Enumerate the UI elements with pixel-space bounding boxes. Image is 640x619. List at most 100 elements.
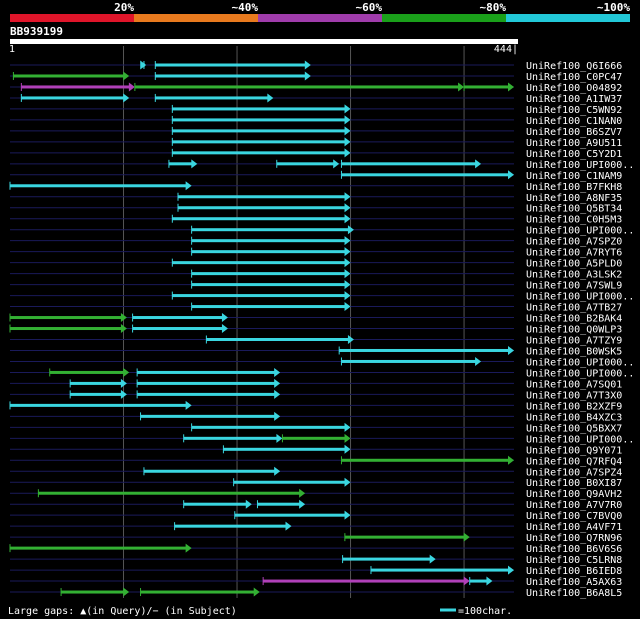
hit-label[interactable]: UniRef100_A7TB27 xyxy=(526,303,622,314)
hit-label[interactable]: UniRef100_A7SQ01 xyxy=(526,379,622,390)
hit-label[interactable]: UniRef100_C5LRN8 xyxy=(526,555,622,566)
hit-row[interactable]: UniRef100_A7T3X0 xyxy=(10,389,622,402)
hit-row[interactable]: UniRef100_B2BAK4 xyxy=(9,313,622,325)
hit-row[interactable]: UniRef100_A7V7R0 xyxy=(10,499,622,512)
hit-row[interactable]: UniRef100_Q6I666 xyxy=(10,60,622,73)
hit-label[interactable]: UniRef100_A1IW37 xyxy=(526,94,622,105)
hit-row[interactable]: UniRef100_A7RYT6 xyxy=(10,247,622,259)
hit-label[interactable]: UniRef100_C1NAN0 xyxy=(526,116,622,127)
hit-row[interactable]: UniRef100_Q9Y071 xyxy=(10,444,622,457)
hit-row[interactable]: UniRef100_UPI000.. xyxy=(10,225,634,237)
hit-label[interactable]: UniRef100_C1NAM9 xyxy=(526,171,622,182)
hit-row[interactable]: UniRef100_A7TZY9 xyxy=(10,335,622,347)
hit-label[interactable]: UniRef100_B2XZF9 xyxy=(526,401,622,412)
hit-label[interactable]: UniRef100_A7SPZ4 xyxy=(526,467,622,478)
hit-row[interactable]: UniRef100_C5Y2D1 xyxy=(10,148,622,160)
hit-label[interactable]: UniRef100_A5AX63 xyxy=(526,577,622,588)
hit-row[interactable]: UniRef100_C0H5M3 xyxy=(10,214,622,226)
hit-row[interactable]: UniRef100_Q7RFQ4 xyxy=(10,455,622,468)
hit-label[interactable]: UniRef100_C5WN92 xyxy=(526,105,622,116)
hit-label[interactable]: UniRef100_Q5BXX7 xyxy=(526,423,622,434)
hit-row[interactable]: UniRef100_Q5BT34 xyxy=(10,203,622,215)
hit-label[interactable]: UniRef100_A7T3X0 xyxy=(526,390,622,401)
hit-row[interactable]: UniRef100_UPI000.. xyxy=(10,367,634,380)
hit-label[interactable]: UniRef100_A5PLD0 xyxy=(526,259,622,270)
hit-label[interactable]: UniRef100_B0XI87 xyxy=(526,478,622,489)
hit-label[interactable]: UniRef100_A7TZY9 xyxy=(526,336,622,347)
hit-label[interactable]: UniRef100_UPI000.. xyxy=(526,434,634,445)
hit-label[interactable]: UniRef100_B6A8L5 xyxy=(526,588,622,599)
hit-row[interactable]: UniRef100_Q5BXX7 xyxy=(10,422,622,435)
hit-label[interactable]: UniRef100_C0H5M3 xyxy=(526,215,622,226)
hit-row[interactable]: UniRef100_A7SWL9 xyxy=(10,280,622,292)
hit-label[interactable]: UniRef100_Q7RFQ4 xyxy=(526,456,622,467)
hit-row[interactable]: UniRef100_C1NAN0 xyxy=(10,115,622,127)
hit-row[interactable]: UniRef100_A3LSK2 xyxy=(10,269,622,281)
hit-row[interactable]: UniRef100_B7FKH8 xyxy=(9,181,622,193)
hit-label[interactable]: UniRef100_C5Y2D1 xyxy=(526,149,622,160)
hit-row[interactable]: UniRef100_B0XI87 xyxy=(10,477,622,490)
hit-row[interactable]: UniRef100_A5PLD0 xyxy=(10,258,622,270)
hit-row[interactable]: UniRef100_UPI000.. xyxy=(10,159,634,171)
hit-label[interactable]: UniRef100_A7SWL9 xyxy=(526,281,622,292)
hit-row[interactable]: UniRef100_O04892 xyxy=(10,82,622,94)
hit-label[interactable]: UniRef100_A8NF35 xyxy=(526,193,622,204)
hit-label[interactable]: UniRef100_UPI000.. xyxy=(526,368,634,379)
hit-label[interactable]: UniRef100_C0PC47 xyxy=(526,72,622,83)
hit-row[interactable]: UniRef100_B2XZF9 xyxy=(9,400,622,413)
hit-row[interactable]: UniRef100_B6SZV7 xyxy=(10,126,622,138)
hit-label[interactable]: UniRef100_Q0WLP3 xyxy=(526,325,622,336)
hit-label[interactable]: UniRef100_A9U511 xyxy=(526,138,622,149)
hit-row[interactable]: UniRef100_Q0WLP3 xyxy=(9,324,622,336)
hit-label[interactable]: UniRef100_Q9Y071 xyxy=(526,445,622,456)
hit-label[interactable]: UniRef100_A7SPZ0 xyxy=(526,237,622,248)
hit-row[interactable]: UniRef100_B6A8L5 xyxy=(10,587,622,600)
hit-row[interactable]: UniRef100_A7TB27 xyxy=(10,302,622,314)
hit-row[interactable]: UniRef100_UPI000.. xyxy=(10,291,634,303)
hit-row[interactable]: UniRef100_UPI000.. xyxy=(10,433,634,446)
hit-row[interactable]: UniRef100_B4XZC3 xyxy=(10,411,622,424)
hit-row[interactable]: UniRef100_A1IW37 xyxy=(10,93,622,105)
hit-label[interactable]: UniRef100_B4XZC3 xyxy=(526,412,622,423)
hit-row[interactable]: UniRef100_UPI000.. xyxy=(10,356,634,369)
hit-segment xyxy=(191,250,346,254)
hit-row[interactable]: UniRef100_C7BVQ0 xyxy=(10,510,622,523)
hit-segment-arrow xyxy=(344,214,351,224)
hit-row[interactable]: UniRef100_C5WN92 xyxy=(10,104,622,116)
hit-row[interactable]: UniRef100_A7SPZ4 xyxy=(10,466,622,479)
hit-label[interactable]: UniRef100_Q9AVH2 xyxy=(526,489,622,500)
hit-row[interactable]: UniRef100_A9U511 xyxy=(10,137,622,149)
hit-label[interactable]: UniRef100_B6SZV7 xyxy=(526,127,622,138)
hit-row[interactable]: UniRef100_A5AX63 xyxy=(10,576,622,589)
hit-label[interactable]: UniRef100_B0WSK5 xyxy=(526,346,622,357)
hit-label[interactable]: UniRef100_O04892 xyxy=(526,83,622,94)
hit-row[interactable]: UniRef100_B6V6S6 xyxy=(9,543,622,556)
hit-label[interactable]: UniRef100_A3LSK2 xyxy=(526,270,622,281)
hit-label[interactable]: UniRef100_B6IED8 xyxy=(526,566,622,577)
hit-row[interactable]: UniRef100_Q9AVH2 xyxy=(10,488,622,501)
hit-row[interactable]: UniRef100_B0WSK5 xyxy=(10,345,622,358)
hit-label[interactable]: UniRef100_UPI000.. xyxy=(526,160,634,171)
hit-label[interactable]: UniRef100_B7FKH8 xyxy=(526,182,622,193)
hit-row[interactable]: UniRef100_C5LRN8 xyxy=(10,554,622,567)
hit-label[interactable]: UniRef100_A4VF71 xyxy=(526,522,622,533)
hit-label[interactable]: UniRef100_Q7RN96 xyxy=(526,533,622,544)
hit-row[interactable]: UniRef100_A7SQ01 xyxy=(10,378,622,391)
hit-label[interactable]: UniRef100_UPI000.. xyxy=(526,357,634,368)
hit-label[interactable]: UniRef100_B6V6S6 xyxy=(526,544,622,555)
hit-label[interactable]: UniRef100_A7V7R0 xyxy=(526,500,622,511)
hit-row[interactable]: UniRef100_A4VF71 xyxy=(10,521,622,534)
hit-label[interactable]: UniRef100_UPI000.. xyxy=(526,226,634,237)
hit-row[interactable]: UniRef100_B6IED8 xyxy=(10,565,622,578)
hit-label[interactable]: UniRef100_C7BVQ0 xyxy=(526,511,622,522)
hit-label[interactable]: UniRef100_B2BAK4 xyxy=(526,314,622,325)
hit-row[interactable]: UniRef100_C0PC47 xyxy=(10,71,622,83)
hit-row[interactable]: UniRef100_A8NF35 xyxy=(10,192,622,204)
hit-row[interactable]: UniRef100_Q7RN96 xyxy=(10,532,622,545)
hit-row[interactable]: UniRef100_A7SPZ0 xyxy=(10,236,622,248)
hit-label[interactable]: UniRef100_UPI000.. xyxy=(526,292,634,303)
hit-row[interactable]: UniRef100_C1NAM9 xyxy=(10,170,622,182)
hit-label[interactable]: UniRef100_Q5BT34 xyxy=(526,204,622,215)
hit-label[interactable]: UniRef100_A7RYT6 xyxy=(526,248,622,259)
hit-label[interactable]: UniRef100_Q6I666 xyxy=(526,61,622,72)
